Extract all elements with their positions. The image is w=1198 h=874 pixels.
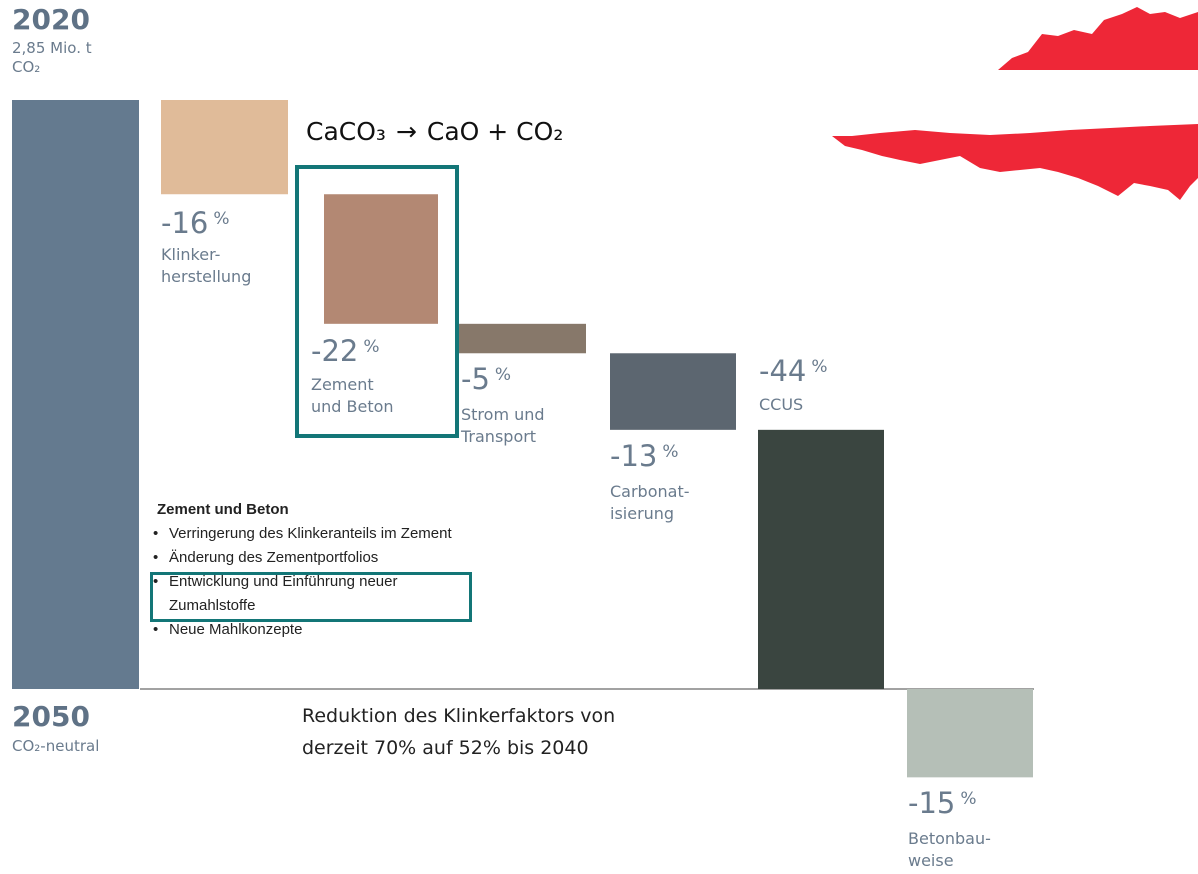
value-label-number: -5 bbox=[461, 362, 490, 396]
notes-list-item: Änderung des Zementportfolios bbox=[149, 546, 452, 570]
value-label: -16% bbox=[161, 208, 230, 238]
notes-item-line: Zumahlstoffe bbox=[169, 597, 256, 614]
start-value-line: 2,85 Mio. t bbox=[12, 39, 92, 57]
notes-list-item: Verringerung des Klinkeranteils im Zemen… bbox=[149, 522, 452, 546]
notes-title: Zement und Beton bbox=[157, 501, 289, 518]
value-label-unit: % bbox=[811, 357, 828, 377]
value-label: -13% bbox=[610, 441, 679, 471]
category-label-line: CCUS bbox=[759, 395, 804, 414]
category-label-line: isierung bbox=[610, 504, 675, 523]
calcination-formula: CaCO₃ → CaO + CO₂ bbox=[306, 117, 563, 147]
category-label-line: Transport bbox=[461, 427, 537, 446]
category-label-line: Strom und bbox=[461, 405, 545, 424]
category-label: CCUS bbox=[759, 394, 803, 416]
formula-products: CaO + CO₂ bbox=[426, 117, 564, 146]
start-unit-line: CO₂ bbox=[12, 58, 41, 76]
bar bbox=[907, 689, 1033, 778]
bar bbox=[161, 100, 288, 195]
klinkerfaktor-caption: Reduktion des Klinkerfaktors von derzeit… bbox=[302, 700, 615, 764]
value-label-number: -13 bbox=[610, 439, 658, 473]
bar bbox=[459, 323, 586, 354]
caption-line: derzeit 70% auf 52% bis 2040 bbox=[302, 737, 589, 759]
category-label-line: Betonbau- bbox=[908, 829, 991, 848]
highlight-box-zement bbox=[295, 165, 459, 438]
start-value-label: 2,85 Mio. t CO₂ bbox=[12, 39, 92, 77]
value-label-number: -16 bbox=[161, 206, 209, 240]
flag-red-top bbox=[998, 7, 1198, 70]
start-year-label: 2020 bbox=[12, 3, 90, 36]
category-label: Klinker- herstellung bbox=[161, 244, 251, 288]
value-label-unit: % bbox=[494, 365, 512, 385]
bar-start-2020 bbox=[12, 100, 139, 689]
notes-list-item: Neue Mahlkonzepte bbox=[149, 618, 452, 642]
value-label-number: -44 bbox=[759, 354, 807, 388]
highlight-box-zumahlstoffe bbox=[150, 572, 472, 622]
value-label: -15% bbox=[908, 788, 977, 818]
value-label-unit: % bbox=[662, 442, 679, 462]
category-label-line: und Beton bbox=[311, 397, 394, 416]
bar bbox=[324, 194, 438, 324]
value-label: -22% bbox=[311, 336, 380, 366]
category-label: Carbonat- isierung bbox=[610, 481, 690, 525]
formula-reactant: CaCO₃ bbox=[306, 117, 386, 146]
notes-item-line: Entwicklung und Einführung neuer bbox=[169, 573, 398, 590]
bar bbox=[758, 429, 884, 689]
value-label-unit: % bbox=[363, 337, 380, 357]
category-label-line: herstellung bbox=[161, 267, 252, 286]
caption-line: Reduktion des Klinkerfaktors von bbox=[302, 705, 616, 727]
austria-flag-map-icon bbox=[832, 7, 1198, 200]
flag-red-bottom bbox=[832, 124, 1198, 200]
category-label-line: weise bbox=[908, 851, 954, 870]
value-label-number: -15 bbox=[908, 786, 956, 820]
notes-list-item: Entwicklung und Einführung neuer Zumahlst… bbox=[149, 570, 452, 618]
category-label: Zement und Beton bbox=[311, 374, 394, 418]
category-label-line: Carbonat- bbox=[610, 482, 690, 501]
category-label: Betonbau- weise bbox=[908, 828, 991, 872]
bar bbox=[610, 353, 736, 430]
end-target-label: CO₂-neutral bbox=[12, 737, 100, 755]
value-label-unit: % bbox=[960, 789, 977, 809]
end-year-label: 2050 bbox=[12, 700, 90, 733]
category-label-line: Zement bbox=[311, 375, 374, 394]
category-label: Strom und Transport bbox=[461, 404, 545, 448]
value-label: -44% bbox=[759, 356, 828, 386]
value-label-unit: % bbox=[213, 209, 230, 229]
value-label: -5% bbox=[461, 364, 511, 394]
notes-list: Verringerung des Klinkeranteils im Zemen… bbox=[149, 522, 452, 642]
category-label-line: Klinker- bbox=[161, 245, 221, 264]
value-label-number: -22 bbox=[311, 334, 359, 368]
formula-arrow: → bbox=[395, 117, 417, 146]
